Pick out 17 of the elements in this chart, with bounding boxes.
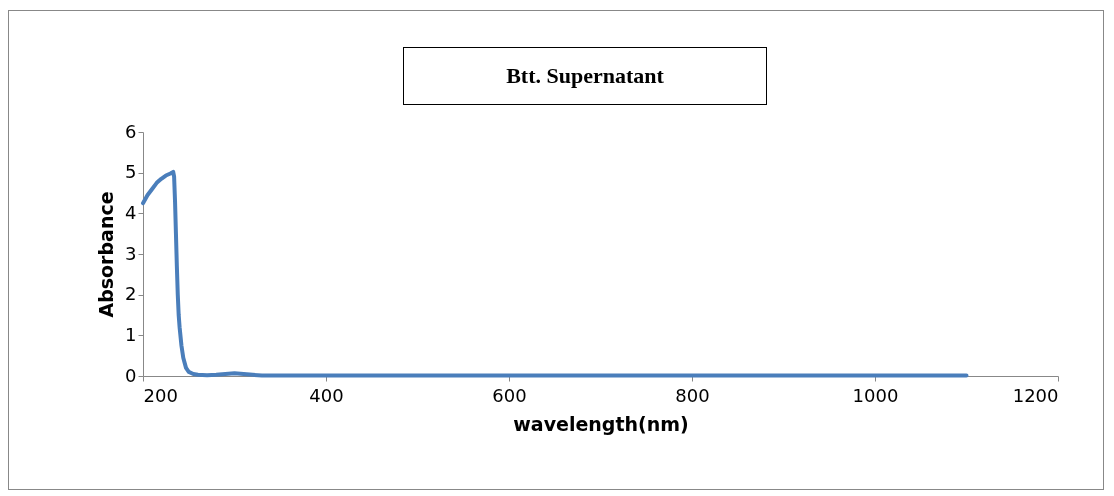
- y-tick-label: 4: [125, 201, 137, 223]
- y-tick-label: 6: [125, 120, 137, 142]
- chart-title: Btt. Supernatant: [403, 47, 767, 105]
- y-tick-label: 5: [125, 161, 137, 183]
- line-series: [141, 169, 969, 378]
- x-tick-label: 800: [675, 384, 710, 406]
- y-tick-label: 2: [125, 283, 137, 305]
- y-tick-label: 3: [125, 242, 137, 264]
- x-tick-label: 400: [309, 384, 344, 406]
- x-tick-label: 1200: [1012, 384, 1059, 406]
- x-axis-title: wavelength(nm): [513, 412, 689, 435]
- y-tick-label: 0: [125, 364, 137, 386]
- x-tick-label: 200: [143, 384, 178, 406]
- y-tick-label: 1: [125, 323, 137, 345]
- x-tick-label: 600: [492, 384, 527, 406]
- y-axis-title: Absorbance: [95, 191, 118, 318]
- x-tick-label: 1000: [852, 384, 899, 406]
